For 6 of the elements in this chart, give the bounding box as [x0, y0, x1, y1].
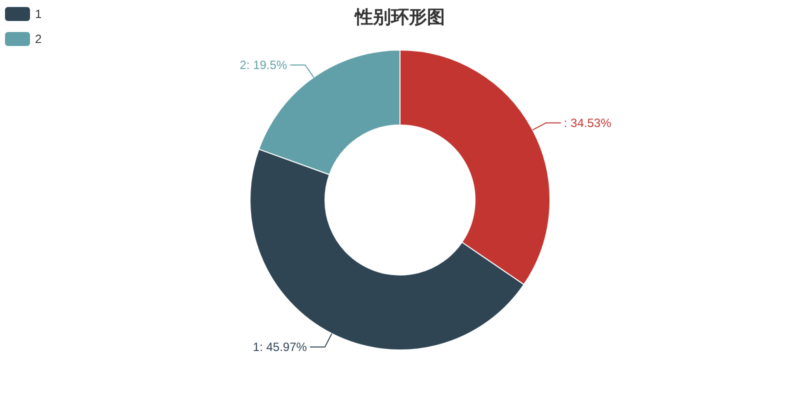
- chart-title: 性别环形图: [354, 7, 445, 27]
- data-label: : 34.53%: [564, 116, 612, 130]
- legend-label: 1: [35, 7, 42, 21]
- data-label: 2: 19.5%: [240, 58, 288, 72]
- legend-label: 2: [35, 32, 42, 46]
- data-label: 1: 45.97%: [252, 340, 308, 354]
